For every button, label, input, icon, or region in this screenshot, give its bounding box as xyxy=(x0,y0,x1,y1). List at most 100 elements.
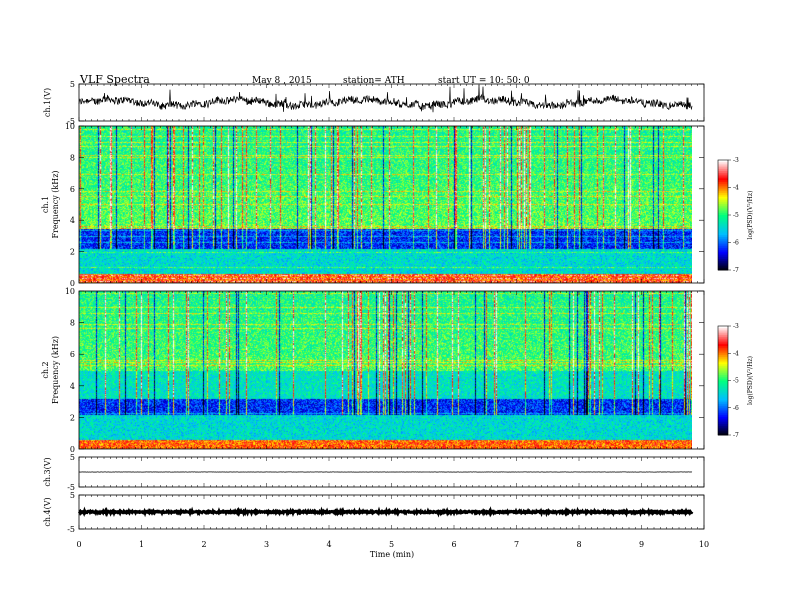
colorbar-segment xyxy=(718,189,728,192)
colorbar-segment xyxy=(718,333,728,336)
ch1-colorbar: -3 -4 -5 -6 -7 log(PSD)(V²/Hz) xyxy=(717,157,754,274)
colorbar-segment xyxy=(718,375,728,378)
colorbar-segment xyxy=(718,418,728,421)
colorbar-segment xyxy=(718,172,728,176)
colorbar-segment xyxy=(718,176,728,179)
colorbar-tick-label: -4 xyxy=(733,350,739,357)
colorbar-segment xyxy=(718,353,728,356)
colorbar-segment xyxy=(718,213,728,216)
colorbar-segment xyxy=(718,229,728,232)
ch1-waveform-frame xyxy=(78,83,705,122)
colorbar-tick-label: -7 xyxy=(733,267,739,274)
ch4-waveform-panel: 5 -5 ch.4(V) xyxy=(43,491,705,534)
colorbar-segment xyxy=(718,427,728,431)
ch1-spectrum-ylabel: Frequency (kHz) xyxy=(51,170,60,238)
y-tick-label: -5 xyxy=(67,483,75,492)
ch1-waveform-ylabel: ch.1(V) xyxy=(43,88,52,117)
colorbar-segment xyxy=(718,268,728,271)
y-tick-label: 5 xyxy=(70,453,75,462)
colorbar-segment xyxy=(718,336,728,340)
colorbar-segment xyxy=(718,215,728,218)
colorbar-segment xyxy=(718,242,728,245)
colorbar-segment xyxy=(718,407,728,411)
colorbar-segment xyxy=(718,326,728,329)
x-tick-label: 10 xyxy=(699,540,709,549)
colorbar-segment xyxy=(718,395,728,398)
colorbar-segment xyxy=(718,342,728,345)
colorbar-segment xyxy=(718,331,728,334)
colorbar-tick-label: -5 xyxy=(733,212,739,219)
x-tick-label: 9 xyxy=(639,540,644,549)
colorbar-segment xyxy=(718,347,728,351)
colorbar-segment xyxy=(718,262,728,265)
colorbar-segment xyxy=(718,200,728,203)
colorbar-tick-label: -3 xyxy=(733,323,739,330)
colorbar-segment xyxy=(718,364,728,367)
colorbar-segment xyxy=(718,218,728,221)
colorbar-segment xyxy=(718,344,728,347)
colorbar-segment xyxy=(718,391,728,394)
date-label: May 8 , 2015 xyxy=(252,76,312,86)
colorbar-segment xyxy=(718,420,728,423)
colorbar-segment xyxy=(718,376,728,380)
colorbar-segment xyxy=(718,193,728,196)
colorbar-segment xyxy=(718,222,728,225)
colorbar-segment xyxy=(718,387,728,391)
ch1-waveform-panel: 5 -5 ch.1(V) xyxy=(43,80,705,126)
colorbar-segment xyxy=(718,198,728,201)
x-tick-label: 6 xyxy=(451,540,456,549)
colorbar-segment xyxy=(718,161,728,165)
colorbar-segment xyxy=(718,384,728,387)
colorbar-segment xyxy=(718,187,728,190)
colorbar-segment xyxy=(718,409,728,412)
colorbar-segment xyxy=(718,338,728,342)
colorbar-tick-label: -5 xyxy=(733,378,739,385)
colorbar-segment xyxy=(718,264,728,267)
y-tick-label: 4 xyxy=(70,382,75,391)
colorbar-segment xyxy=(718,220,728,223)
x-tick-label: 8 xyxy=(576,540,581,549)
colorbar-segment xyxy=(718,349,728,352)
time-axis-label: Time (min) xyxy=(370,550,414,559)
colorbar-segment xyxy=(718,422,728,425)
colorbar-segment xyxy=(718,358,728,362)
colorbar-segment xyxy=(718,371,728,374)
colorbar-segment xyxy=(718,356,728,360)
ch2-spectrum-image xyxy=(79,291,692,449)
colorbar-segment xyxy=(718,205,728,209)
colorbar-segment xyxy=(718,415,728,418)
colorbar-segment xyxy=(718,183,728,187)
colorbar-segment xyxy=(718,257,728,260)
colorbar-segment xyxy=(718,249,728,253)
y-tick-label: 5 xyxy=(70,80,75,89)
ch2-colorbar: -3 -4 -5 -6 -7 log(PSD)(V²/Hz) xyxy=(717,323,754,439)
colorbar-segment xyxy=(718,260,728,264)
colorbar-segment xyxy=(718,246,728,249)
colorbar-segment xyxy=(718,373,728,376)
colorbar-segment xyxy=(718,405,728,409)
x-tick-label: 1 xyxy=(139,540,144,549)
y-tick-label: 6 xyxy=(70,185,75,194)
x-tick-label: 4 xyxy=(326,540,331,549)
colorbar-segment xyxy=(718,380,728,383)
colorbar-segment xyxy=(718,369,728,372)
x-tick-label: 0 xyxy=(76,540,81,549)
y-tick-label: 6 xyxy=(70,350,75,359)
y-tick-label: 8 xyxy=(70,319,75,328)
colorbar-segment xyxy=(718,235,728,238)
colorbar-tick-label: -3 xyxy=(733,157,739,164)
colorbar-segment xyxy=(718,226,728,229)
colorbar-segment xyxy=(718,404,728,407)
colorbar-segment xyxy=(718,233,728,236)
colorbar-segment xyxy=(718,211,728,214)
colorbar-segment xyxy=(718,244,728,247)
colorbar-segment xyxy=(718,367,728,371)
colorbar-segment xyxy=(718,378,728,381)
colorbar-segment xyxy=(718,169,728,172)
colorbar-segment xyxy=(718,171,728,174)
y-tick-label: 2 xyxy=(70,413,75,422)
y-tick-label: 0 xyxy=(70,445,75,454)
colorbar-segment xyxy=(718,240,728,243)
colorbar-label: log(PSD)(V²/Hz) xyxy=(747,191,754,240)
colorbar-tick-label: -6 xyxy=(733,405,739,412)
